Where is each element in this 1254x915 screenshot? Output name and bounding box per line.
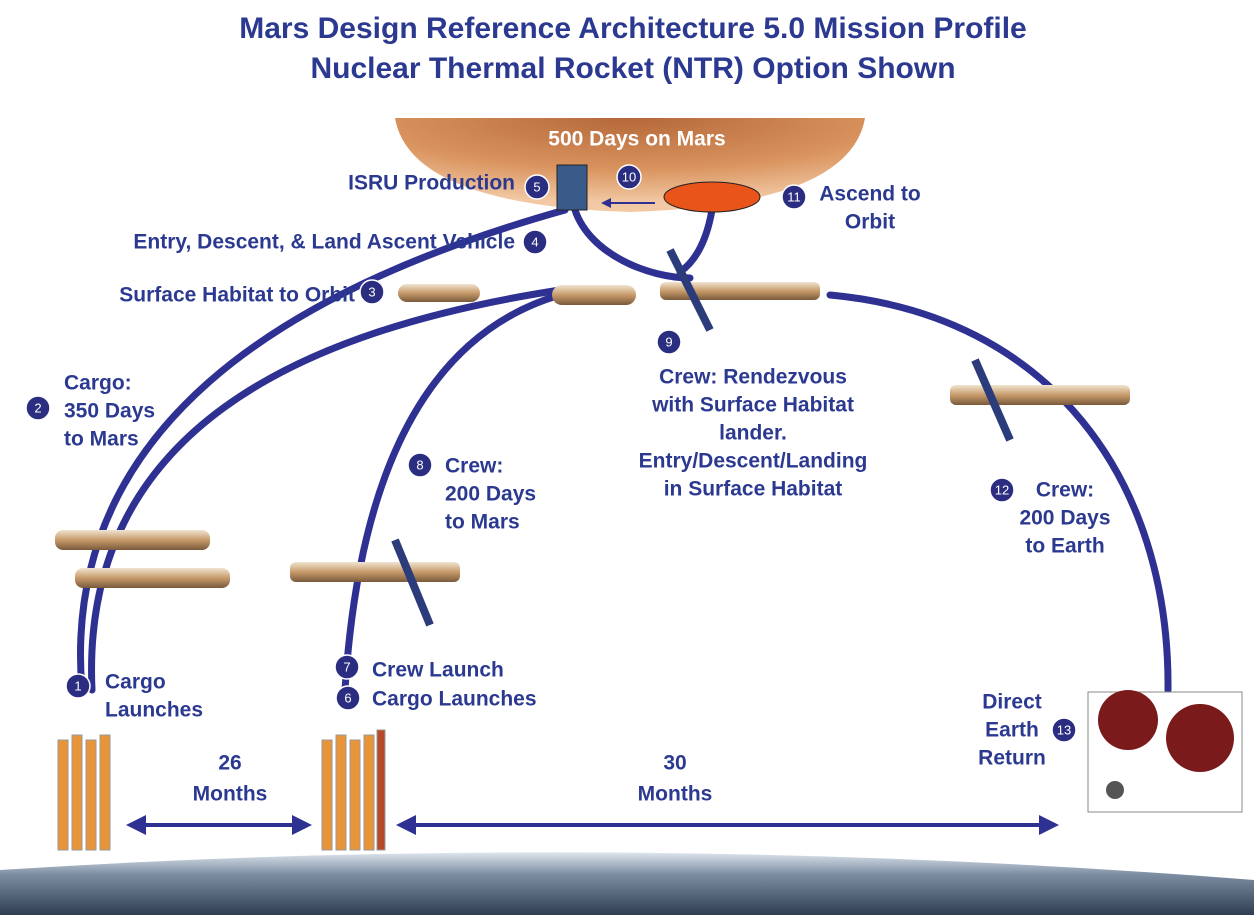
step-number: 1	[74, 678, 81, 693]
mars-label: 500 Days on Mars	[548, 128, 725, 151]
step-number: 13	[1057, 722, 1071, 737]
step-number: 4	[531, 234, 538, 249]
isru-plant	[557, 165, 587, 210]
step-label: to Mars	[445, 511, 520, 534]
crew-vehicle	[660, 250, 820, 330]
step-label: ISRU Production	[348, 172, 515, 195]
step-label: Crew: Rendezvous	[659, 366, 847, 389]
step-label: with Surface Habitat	[651, 394, 854, 417]
cargo-vehicle	[55, 530, 210, 550]
step-label: Cargo Launches	[372, 688, 537, 711]
surface-habitat	[552, 285, 636, 305]
surface-habitat	[398, 284, 480, 302]
mission-diagram: Mars Design Reference Architecture 5.0 M…	[0, 0, 1254, 915]
step-number: 10	[622, 169, 636, 184]
step-label: 350 Days	[64, 400, 155, 423]
step-number: 9	[665, 334, 672, 349]
step-label: to Mars	[64, 428, 139, 451]
subtitle: Nuclear Thermal Rocket (NTR) Option Show…	[310, 52, 955, 85]
step-number: 2	[34, 400, 41, 415]
step-label: Surface Habitat to Orbit	[119, 284, 355, 307]
ascent-vehicle	[664, 182, 760, 212]
descent-path	[575, 210, 690, 278]
parachute	[1098, 690, 1158, 750]
ascent-path	[680, 210, 712, 272]
duration-value: 26	[218, 752, 241, 775]
step-label: Launches	[105, 699, 203, 722]
step-label: Crew:	[1036, 479, 1094, 502]
step-label: Cargo:	[64, 372, 132, 395]
step-label: Direct	[982, 691, 1042, 714]
crew-vehicle	[950, 360, 1130, 440]
step-label: 200 Days	[445, 483, 536, 506]
step-label: 200 Days	[1019, 507, 1110, 530]
duration-value: 30	[663, 752, 686, 775]
step-number: 7	[343, 659, 350, 674]
step-label: Entry/Descent/Landing	[639, 450, 868, 473]
step-label: Cargo	[105, 671, 166, 694]
cargo-vehicle	[75, 568, 230, 588]
step-label: Entry, Descent, & Land Ascent Vehicle	[133, 231, 515, 254]
step-label: Crew Launch	[372, 659, 504, 682]
step-label: Earth	[985, 719, 1039, 742]
step-number: 12	[995, 482, 1009, 497]
step-label: Orbit	[845, 211, 895, 234]
step-label: Ascend to	[819, 183, 921, 206]
step-label: to Earth	[1025, 535, 1104, 558]
step-number: 5	[533, 179, 540, 194]
step-label: Return	[978, 747, 1046, 770]
duration-unit: Months	[638, 783, 713, 806]
parachute	[1166, 704, 1234, 772]
title: Mars Design Reference Architecture 5.0 M…	[239, 12, 1027, 45]
crew-vehicle	[290, 540, 460, 625]
step-label: in Surface Habitat	[664, 478, 843, 501]
step-label: Crew:	[445, 455, 503, 478]
step-label: lander.	[719, 422, 787, 445]
cargo-orbit	[80, 210, 565, 690]
step-number: 6	[344, 690, 351, 705]
step-number: 11	[787, 189, 801, 204]
duration-unit: Months	[193, 783, 268, 806]
step-number: 3	[368, 284, 375, 299]
capsule	[1106, 781, 1124, 799]
step-number: 8	[416, 457, 423, 472]
earth	[0, 852, 1254, 915]
